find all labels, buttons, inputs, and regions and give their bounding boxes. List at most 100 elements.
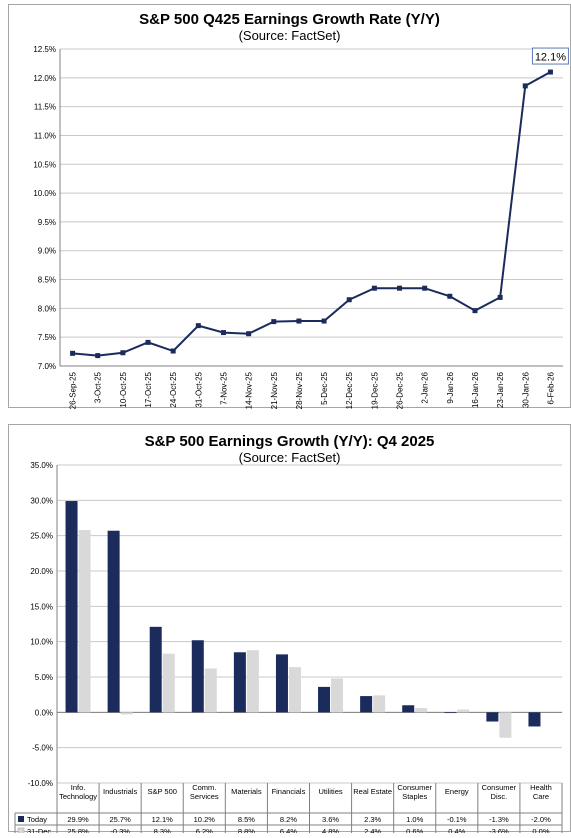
y-tick-label: 25.0% xyxy=(30,532,53,541)
data-point xyxy=(145,339,151,345)
data-point xyxy=(346,297,352,303)
data-point xyxy=(422,285,428,291)
legend-label: Today xyxy=(27,815,47,824)
data-point xyxy=(371,285,377,291)
x-tick-label: 23-Jan-26 xyxy=(496,371,505,408)
data-point xyxy=(120,350,126,356)
y-tick-label: -5.0% xyxy=(32,744,53,753)
bar-today xyxy=(65,501,78,713)
bar-31-dec xyxy=(415,708,428,713)
data-point xyxy=(271,319,277,325)
bar-today xyxy=(402,705,415,713)
table-cell-value: 10.2% xyxy=(194,815,216,824)
y-tick-label: 11.5% xyxy=(34,103,56,112)
x-tick-label: 28-Nov-25 xyxy=(295,371,304,409)
y-tick-label: 12.5% xyxy=(33,45,56,54)
table-cell-value: 0.6% xyxy=(406,827,423,833)
line-chart-svg: 7.0% 7.5% 8.0% 8.5% 9.0% 9.5% 10.0% 10.5% 11.0% 1… xyxy=(33,45,569,409)
category-label: Real Estate xyxy=(353,787,392,796)
y-tick-label: 11.0% xyxy=(34,131,56,140)
bar-chart-panel: S&P 500 Earnings Growth (Y/Y): Q4 2025 (… xyxy=(8,424,571,833)
data-point xyxy=(296,318,302,324)
bar-today xyxy=(528,712,541,727)
category-label: Consumer xyxy=(397,783,432,792)
y-tick-label: 5.0% xyxy=(35,673,53,682)
bar-today xyxy=(318,686,331,713)
legend-key xyxy=(18,816,24,822)
bar-31-dec xyxy=(288,667,301,713)
table-cell-value: 25.7% xyxy=(109,815,131,824)
line-chart-panel: S&P 500 Q425 Earnings Growth Rate (Y/Y) … xyxy=(8,4,571,409)
x-tick-label: 6-Feb-26 xyxy=(546,371,555,404)
table-cell-value: 8.2% xyxy=(280,815,297,824)
bar-today xyxy=(191,640,204,713)
table-cell-value: 0.4% xyxy=(448,827,465,833)
y-tick-label: 10.0% xyxy=(30,638,53,647)
x-tick-label: 30-Jan-26 xyxy=(521,371,530,408)
x-tick-label: 9-Jan-26 xyxy=(446,371,455,403)
category-label: Energy xyxy=(445,787,469,796)
y-tick-label: 9.5% xyxy=(38,218,56,227)
bar-today xyxy=(233,652,246,713)
x-tick-label: 24-Oct-25 xyxy=(169,371,178,407)
x-tick-label: 19-Dec-25 xyxy=(370,371,379,409)
bar-today xyxy=(275,654,288,713)
y-tick-label: -10.0% xyxy=(28,779,53,788)
x-tick-label: 12-Dec-25 xyxy=(345,371,354,409)
bar-31-dec xyxy=(373,695,386,713)
table-cell-value: 8.8% xyxy=(238,827,255,833)
data-point xyxy=(547,69,553,75)
category-label: Materials xyxy=(231,787,262,796)
series-line xyxy=(72,71,551,357)
table-cell-value: 6.2% xyxy=(196,827,213,833)
table-cell-value: 25.8% xyxy=(67,827,89,833)
x-tick-label: 3-Oct-25 xyxy=(94,371,103,403)
category-label: S&P 500 xyxy=(147,787,176,796)
category-label: Services xyxy=(190,792,219,801)
x-tick-label: 14-Nov-25 xyxy=(245,371,254,409)
table-cell-value: 2.3% xyxy=(364,815,381,824)
bar-chart-subtitle: (Source: FactSet) xyxy=(238,450,341,465)
data-point xyxy=(246,331,252,337)
table-cell-value: 4.8% xyxy=(322,827,339,833)
x-tick-label: 31-Oct-25 xyxy=(194,371,203,407)
line-chart-title: S&P 500 Q425 Earnings Growth Rate (Y/Y) xyxy=(139,11,440,28)
y-tick-label: 7.0% xyxy=(38,362,56,371)
y-tick-label: 10.0% xyxy=(33,189,56,198)
data-point xyxy=(220,330,226,336)
bar-31-dec xyxy=(331,678,344,713)
y-tick-label: 10.5% xyxy=(33,160,56,169)
x-tick-label: 26-Sep-25 xyxy=(69,371,78,409)
category-label: Comm. xyxy=(192,783,216,792)
x-tick-label: 17-Oct-25 xyxy=(144,371,153,407)
table-cell-value: 29.9% xyxy=(67,815,89,824)
table-cell-value: -2.0% xyxy=(531,815,551,824)
data-point xyxy=(472,308,478,314)
y-tick-label: 30.0% xyxy=(30,496,53,505)
data-point xyxy=(321,318,327,324)
table-cell-value: -3.6% xyxy=(489,827,509,833)
bar-today xyxy=(486,712,499,722)
category-label: Care xyxy=(533,792,549,801)
bar-31-dec xyxy=(78,530,91,713)
y-tick-label: 20.0% xyxy=(30,567,53,576)
data-point xyxy=(70,350,76,356)
category-label: Financials xyxy=(272,787,306,796)
y-tick-label: 12.0% xyxy=(33,74,56,83)
table-cell-value: 3.6% xyxy=(322,815,339,824)
bar-31-dec xyxy=(162,653,175,713)
annotation-box xyxy=(531,47,569,65)
x-tick-label: 21-Nov-25 xyxy=(270,371,279,409)
category-label: Health xyxy=(530,783,552,792)
x-tick-label: 10-Oct-25 xyxy=(119,371,128,407)
x-tick-label: 16-Jan-26 xyxy=(471,371,480,408)
bar-today xyxy=(107,530,120,713)
y-tick-label: 8.5% xyxy=(38,276,56,285)
annotation-label: 12.1% xyxy=(535,52,566,64)
data-point xyxy=(447,293,453,299)
data-point xyxy=(95,353,101,359)
y-tick-label: 9.0% xyxy=(38,247,56,256)
y-tick-label: 15.0% xyxy=(30,602,53,611)
bar-31-dec xyxy=(457,709,470,713)
bar-31-dec xyxy=(246,650,259,713)
